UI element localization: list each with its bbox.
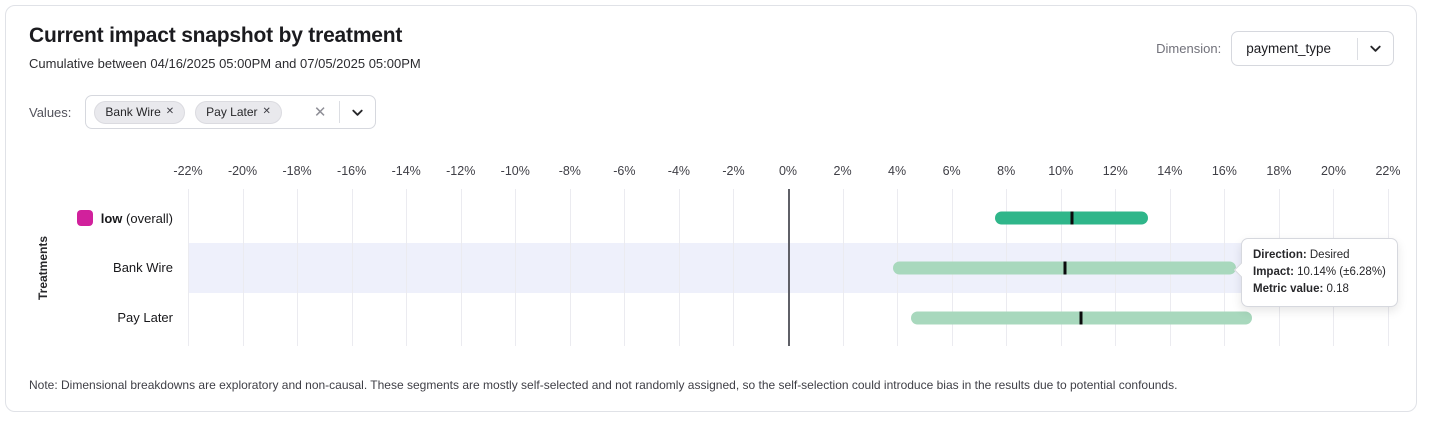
gridline xyxy=(733,189,735,346)
date-range-subtitle: Cumulative between 04/16/2025 05:00PM an… xyxy=(29,56,421,71)
gridline xyxy=(351,189,353,346)
interval-bar-bank-wire[interactable] xyxy=(893,261,1236,275)
axis-tick-label: -14% xyxy=(391,164,421,178)
axis-tick-label: 8% xyxy=(997,164,1016,178)
tooltip-direction-label: Direction: xyxy=(1253,249,1307,261)
axis-tick-label: -2% xyxy=(722,164,745,178)
gridline xyxy=(515,189,517,346)
page-title: Current impact snapshot by treatment xyxy=(29,24,403,47)
axis-tick-label: -8% xyxy=(558,164,581,178)
zero-axis-line xyxy=(788,189,790,346)
tooltip-impact-label: Impact: xyxy=(1253,266,1294,278)
gridline xyxy=(188,189,189,346)
axis-tick-label: 22% xyxy=(1375,164,1401,178)
values-multiselect[interactable]: Bank Wire ✕ Pay Later ✕ ✕ xyxy=(85,95,376,129)
band-overall[interactable] xyxy=(188,193,1388,243)
axis-tick-label: -20% xyxy=(227,164,258,178)
dimension-label: Dimension: xyxy=(1156,41,1222,56)
chip-label: Bank Wire xyxy=(105,105,161,119)
tooltip-metric-value: 0.18 xyxy=(1326,283,1349,295)
axis-tick-label: 2% xyxy=(833,164,852,178)
interval-bar-overall[interactable] xyxy=(995,211,1148,225)
gridline xyxy=(406,189,408,346)
axis-ticks: -22% -20% -18% -16% -14% -12% -10% -8% -6% -4% -2%… xyxy=(173,164,1400,180)
hover-tooltip: Direction: Desired Impact: 10.14% (±6.28… xyxy=(1233,238,1398,307)
chevron-down-icon[interactable] xyxy=(1368,41,1383,56)
axis-tick-label: -22% xyxy=(173,164,203,178)
axis-tick-label: 0% xyxy=(778,164,798,178)
point-estimate-marker xyxy=(1079,311,1083,325)
dimension-select[interactable]: payment_type xyxy=(1231,31,1394,66)
gridline xyxy=(297,189,299,346)
impact-snapshot-card: Current impact snapshot by treatment Cum… xyxy=(5,5,1417,412)
axis-tick-label: -12% xyxy=(446,164,476,178)
values-filter: Values: Bank Wire ✕ Pay Later ✕ ✕ xyxy=(29,95,376,129)
axis-tick-label: -16% xyxy=(337,164,367,178)
row-label-overall: low (overall) xyxy=(8,210,173,226)
values-label: Values: xyxy=(29,104,72,120)
interval-bar-pay-later[interactable] xyxy=(910,311,1252,325)
footnote: Note: Dimensional breakdowns are explora… xyxy=(29,378,1178,392)
axis-tick-label: 10% xyxy=(1048,164,1074,178)
axis-tick-label: -10% xyxy=(500,164,530,178)
gridline xyxy=(624,189,626,346)
chip-pay-later[interactable]: Pay Later ✕ xyxy=(195,100,282,124)
row-label-bank-wire: Bank Wire xyxy=(113,260,173,275)
band-pay-later[interactable] xyxy=(188,293,1388,343)
chip-label: Pay Later xyxy=(206,105,258,119)
tooltip-direction-value: Desired xyxy=(1309,249,1350,261)
chevron-down-icon[interactable] xyxy=(350,105,365,120)
axis-tick-label: -18% xyxy=(282,164,312,178)
axis-tick-label: -6% xyxy=(613,164,636,178)
axis-tick-label: 6% xyxy=(942,164,961,178)
axis-tick-label: 20% xyxy=(1320,164,1346,178)
chart-plot-area xyxy=(188,189,1389,346)
tooltip-impact-value: 10.14% (±6.28%) xyxy=(1297,266,1386,278)
axis-tick-label: 12% xyxy=(1102,164,1128,178)
point-estimate-marker xyxy=(1070,211,1074,225)
legend-swatch xyxy=(76,210,93,226)
gridline xyxy=(569,189,571,346)
gridline xyxy=(242,189,244,346)
axis-tick-label: 14% xyxy=(1157,164,1183,178)
tooltip-metric-label: Metric value: xyxy=(1253,283,1324,295)
remove-chip-icon[interactable]: ✕ xyxy=(165,106,175,117)
clear-all-icon[interactable]: ✕ xyxy=(313,104,327,121)
remove-chip-icon[interactable]: ✕ xyxy=(262,106,271,117)
axis-tick-label: 4% xyxy=(888,164,907,178)
gridline xyxy=(842,189,844,346)
row-label-pay-later: Pay Later xyxy=(117,310,173,325)
divider xyxy=(338,101,340,123)
divider xyxy=(1357,37,1358,60)
axis-tick-label: 18% xyxy=(1266,164,1292,178)
point-estimate-marker xyxy=(1063,261,1067,275)
axis-tick-label: 16% xyxy=(1211,164,1237,178)
dimension-selected-value: payment_type xyxy=(1246,41,1331,56)
chip-bank-wire[interactable]: Bank Wire ✕ xyxy=(94,100,186,124)
axis-tick-label: -4% xyxy=(667,164,691,178)
dimension-control: Dimension: payment_type xyxy=(1156,31,1394,66)
gridline xyxy=(460,189,462,346)
gridline xyxy=(678,189,680,346)
